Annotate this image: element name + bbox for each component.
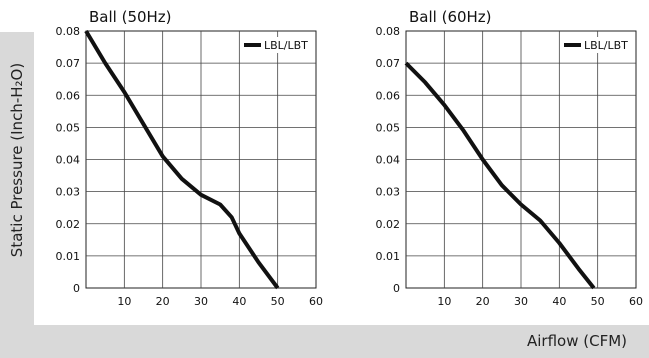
- y-tick-label: 0.07: [56, 57, 81, 70]
- y-tick-label: 0.06: [56, 89, 81, 102]
- y-tick-label: 0.02: [56, 218, 81, 231]
- chart-2: Ball (60Hz) 0 0.01 0.02 0.03 0.04 0.05 0.06 0.07…: [376, 8, 644, 308]
- y-tick-label: 0: [73, 282, 80, 295]
- x-tick-label: 60: [309, 295, 323, 308]
- y-tick-label: 0.03: [56, 186, 81, 199]
- y-tick-label: 0.01: [376, 250, 401, 263]
- y-tick-label: 0.04: [56, 154, 81, 167]
- series-line: [404, 61, 596, 290]
- x-tick-label: 40: [232, 295, 246, 308]
- y-tick-label: 0: [393, 282, 400, 295]
- x-tick-label: 50: [591, 295, 605, 308]
- y-tick-label: 0.02: [376, 218, 401, 231]
- x-tick-label: 20: [476, 295, 490, 308]
- y-tick-label: 0.04: [376, 154, 401, 167]
- y-tick-label: 0.06: [376, 89, 401, 102]
- x-tick-label: 50: [271, 295, 285, 308]
- y-tick-label: 0.08: [376, 25, 401, 38]
- x-axis-label-band: [0, 325, 649, 358]
- y-tick-label: 0.08: [56, 25, 81, 38]
- x-tick-label: 10: [117, 295, 131, 308]
- x-tick-label: 30: [514, 295, 528, 308]
- y-tick-label: 0.07: [376, 57, 401, 70]
- chart-title: Ball (60Hz): [409, 8, 492, 26]
- x-tick-label: 40: [552, 295, 566, 308]
- y-axis-label-band: [0, 32, 34, 358]
- legend-label: LBL/LBT: [264, 39, 308, 52]
- charts-canvas: Ball (50Hz) 0 0.01 0.02 0.03 0.04 0.05 0.06 0.07…: [56, 8, 644, 308]
- chart-title: Ball (50Hz): [89, 8, 172, 26]
- y-tick-label: 0.05: [56, 121, 81, 134]
- x-tick-label: 60: [629, 295, 643, 308]
- y-tick-label: 0.05: [376, 121, 401, 134]
- y-tick-label: 0.01: [56, 250, 81, 263]
- y-tick-label: 0.03: [376, 186, 401, 199]
- legend-label: LBL/LBT: [584, 39, 628, 52]
- legend-box: [560, 37, 634, 53]
- x-tick-label: 30: [194, 295, 208, 308]
- chart-1: Ball (50Hz) 0 0.01 0.02 0.03 0.04 0.05 0.06 0.07…: [56, 8, 324, 308]
- legend-box: [240, 37, 314, 53]
- series-line: [84, 29, 280, 290]
- x-tick-label: 10: [437, 295, 451, 308]
- x-tick-label: 20: [156, 295, 170, 308]
- x-axis-label: Airflow (CFM): [526, 332, 627, 350]
